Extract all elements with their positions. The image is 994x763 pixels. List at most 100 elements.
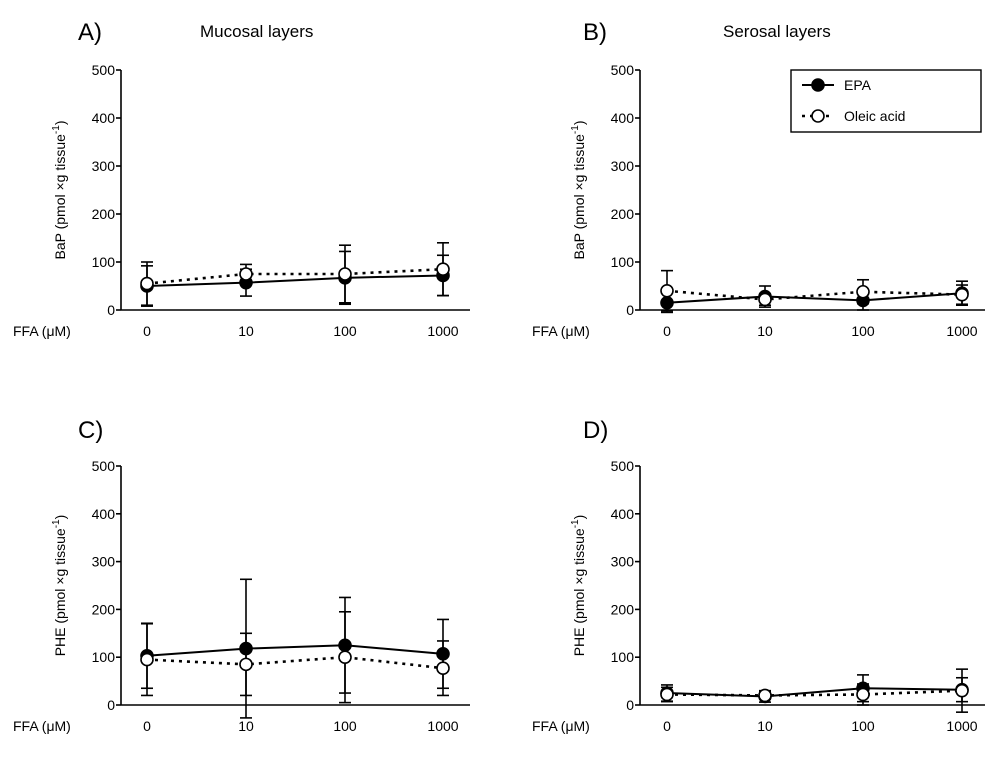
x-tick-label: 10	[238, 718, 254, 734]
series-oleic-acid	[660, 269, 969, 312]
y-tick-label: 200	[611, 601, 635, 617]
y-axis-label-end: )	[52, 121, 68, 126]
x-tick-label: 1000	[946, 718, 977, 734]
data-point	[955, 683, 969, 698]
y-axis-label: PHE (pmol ×g tissue-1)	[570, 515, 587, 657]
series-epa	[660, 674, 969, 704]
y-axis-label: BaP (pmol ×g tissue-1)	[51, 121, 68, 260]
y-tick-label: 0	[626, 302, 634, 318]
y-axis-label-main: PHE (pmol ×g tissue	[571, 528, 587, 656]
data-point	[338, 650, 352, 665]
y-tick-label: 500	[92, 62, 116, 78]
series-oleic-acid	[140, 610, 450, 704]
y-axis-label-end: )	[52, 515, 68, 520]
x-axis-label: FFA (μM)	[532, 718, 590, 734]
y-axis-label: PHE (pmol ×g tissue-1)	[51, 515, 68, 657]
y-tick-label: 0	[107, 302, 115, 318]
x-axis-label: FFA (μM)	[532, 323, 590, 339]
legend-marker	[811, 78, 825, 92]
series-line	[146, 267, 444, 285]
y-tick-label: 400	[611, 110, 635, 126]
data-point	[140, 276, 154, 291]
y-tick-label: 400	[92, 110, 116, 126]
x-tick-label: 100	[851, 718, 875, 734]
x-tick-label: 10	[757, 718, 773, 734]
y-tick-label: 500	[611, 458, 635, 474]
y-tick-label: 200	[92, 206, 116, 222]
series-line	[666, 289, 963, 301]
y-tick-label: 400	[611, 506, 635, 522]
y-tick-label: 100	[92, 649, 116, 665]
y-axis-label-main: BaP (pmol ×g tissue	[52, 134, 68, 260]
y-tick-label: 500	[92, 458, 116, 474]
x-tick-label: 1000	[427, 323, 458, 339]
series-oleic-acid	[660, 668, 969, 713]
y-axis-label-main: PHE (pmol ×g tissue	[52, 528, 68, 656]
y-tick-label: 100	[611, 649, 635, 665]
panel-title: Serosal layers	[723, 22, 831, 41]
series-line	[146, 274, 444, 287]
y-tick-label: 500	[611, 62, 635, 78]
data-point	[436, 661, 450, 675]
series-oleic-acid	[140, 242, 450, 307]
data-point	[338, 267, 352, 281]
data-point	[660, 687, 674, 702]
x-tick-label: 10	[238, 323, 254, 339]
x-tick-label: 1000	[427, 718, 458, 734]
panel-letter: A)	[78, 19, 102, 46]
panel-title: Mucosal layers	[200, 22, 313, 41]
x-tick-label: 0	[663, 323, 671, 339]
panel-letter: D)	[583, 417, 608, 444]
data-point	[856, 284, 870, 299]
panel-letter: B)	[583, 19, 607, 46]
data-point	[758, 292, 772, 307]
x-tick-label: 100	[333, 323, 357, 339]
y-axis-label-sup: -1	[51, 125, 62, 134]
y-tick-label: 300	[92, 554, 116, 570]
y-tick-label: 200	[92, 601, 116, 617]
data-point	[856, 687, 870, 702]
y-tick-label: 100	[92, 254, 116, 270]
panel-letter: C)	[78, 417, 103, 444]
y-axis-label-end: )	[571, 121, 587, 126]
legend-label: EPA	[844, 77, 872, 93]
legend-label: Oleic acid	[844, 108, 905, 124]
x-tick-label: 0	[663, 718, 671, 734]
x-tick-label: 0	[143, 718, 151, 734]
y-tick-label: 400	[92, 506, 116, 522]
data-point	[758, 688, 772, 703]
y-axis-label: BaP (pmol ×g tissue-1)	[570, 121, 587, 260]
series-line	[146, 655, 444, 670]
y-tick-label: 300	[611, 158, 635, 174]
x-axis-label: FFA (μM)	[13, 718, 71, 734]
series-line	[666, 689, 963, 697]
y-axis-label-sup: -1	[570, 125, 581, 134]
y-tick-label: 0	[626, 697, 634, 713]
x-tick-label: 10	[757, 323, 773, 339]
data-point	[140, 652, 154, 667]
data-point	[660, 283, 674, 298]
x-axis-label: FFA (μM)	[13, 323, 71, 339]
y-tick-label: 100	[611, 254, 635, 270]
data-point	[239, 267, 253, 281]
series-line	[146, 644, 444, 657]
x-tick-label: 100	[851, 323, 875, 339]
y-axis-label-end: )	[571, 515, 587, 520]
x-tick-label: 1000	[946, 323, 977, 339]
y-axis-label-main: BaP (pmol ×g tissue	[571, 134, 587, 260]
series-epa	[660, 280, 969, 314]
y-axis-label-sup: -1	[570, 519, 581, 528]
legend: EPA Oleic acid	[790, 69, 982, 133]
x-tick-label: 0	[143, 323, 151, 339]
data-point	[955, 287, 969, 302]
y-tick-label: 0	[107, 697, 115, 713]
legend-marker	[811, 109, 825, 123]
y-axis-label-sup: -1	[51, 519, 62, 528]
x-tick-label: 100	[333, 718, 357, 734]
data-point	[436, 262, 450, 277]
y-tick-label: 300	[92, 158, 116, 174]
